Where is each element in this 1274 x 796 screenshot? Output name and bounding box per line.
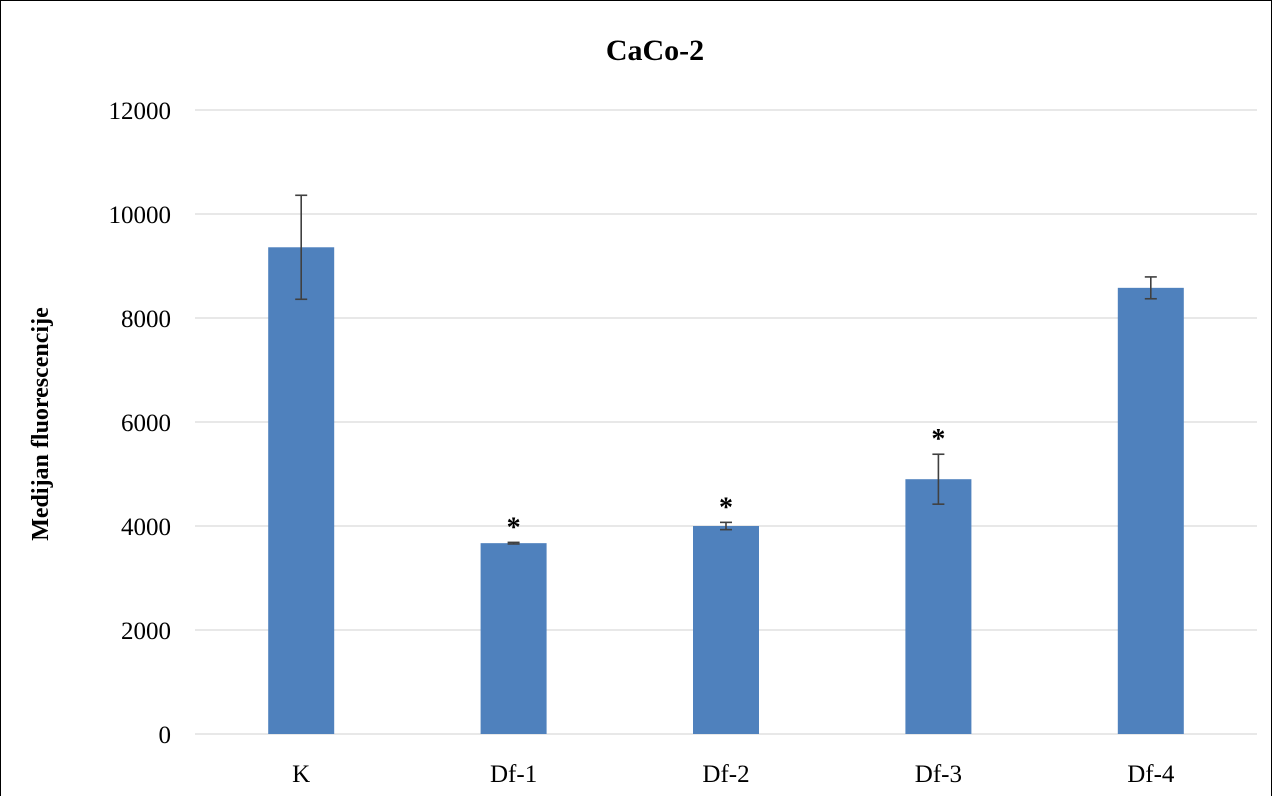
y-tick-label: 6000: [121, 410, 171, 437]
significance-asterisk: *: [719, 492, 733, 523]
y-tick-label: 0: [159, 722, 172, 749]
bar-df-3: [905, 479, 972, 734]
y-tick-label: 2000: [121, 618, 171, 645]
error-bar: [1144, 276, 1157, 300]
error-bars: [295, 194, 1157, 545]
y-tick-label: 8000: [121, 306, 171, 333]
bar-df-4: [1117, 287, 1184, 734]
significance-asterisk: *: [931, 424, 945, 455]
y-tick-labels: 0 2000 4000 6000 8000 10000 12000: [109, 98, 172, 749]
bar-k: [268, 247, 335, 734]
x-tick-label: Df-1: [490, 761, 537, 788]
error-bar: [507, 541, 520, 545]
bars: [268, 247, 1184, 734]
error-bar: [720, 521, 732, 531]
y-axis-label: Medijan fluorescencije: [28, 307, 54, 541]
y-tick-label: 10000: [109, 202, 172, 229]
significance-asterisk: *: [507, 512, 521, 543]
x-tick-labels: K Df-1 Df-2 Df-3 Df-4: [292, 761, 1175, 788]
y-tick-label: 12000: [109, 98, 172, 125]
x-tick-label: K: [292, 761, 310, 788]
significance-markers: * * *: [507, 424, 946, 543]
y-tick-label: 4000: [121, 514, 171, 541]
error-bar: [295, 194, 308, 301]
bar-df-1: [480, 543, 547, 734]
bar-df-2: [693, 526, 759, 734]
x-tick-label: Df-4: [1127, 761, 1175, 788]
x-tick-label: Df-3: [915, 761, 962, 788]
x-tick-label: Df-2: [702, 761, 749, 788]
error-bar: [932, 453, 945, 505]
chart-title: CaCo-2: [606, 34, 704, 67]
